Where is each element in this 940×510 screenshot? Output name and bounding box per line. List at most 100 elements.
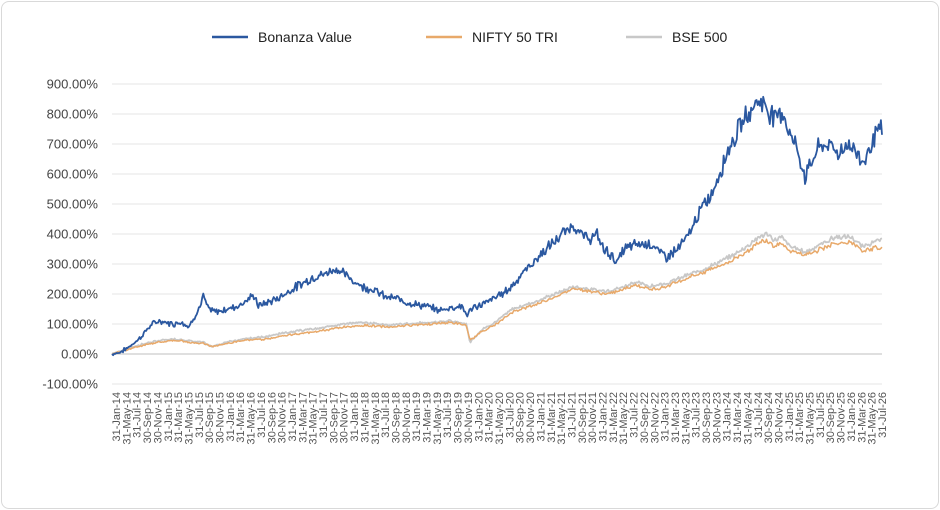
series-line-bonanza — [111, 95, 883, 357]
x-tick-label: 31-Jul-19 — [442, 392, 454, 438]
x-tick-label: 30-Nov-17 — [339, 392, 351, 443]
y-tick-label: 600.00% — [47, 167, 99, 182]
legend-item-nifty[interactable]: NIFTY 50 TRI — [426, 29, 558, 45]
x-tick-label: 31-May-20 — [494, 392, 506, 445]
x-tick-label: 31-May-21 — [556, 392, 568, 445]
x-tick-label: 31-Mar-20 — [484, 392, 496, 443]
x-tick-label: 31-May-24 — [742, 392, 754, 445]
x-tick-label: 31-May-25 — [805, 392, 817, 445]
x-tick-label: 31-Jul-15 — [194, 392, 206, 438]
x-tick-label: 31-May-15 — [183, 392, 195, 445]
x-tick-label: 30-Sep-16 — [266, 392, 278, 443]
x-tick-label: 31-Mar-22 — [608, 392, 620, 443]
x-tick-label: 31-May-18 — [370, 392, 382, 445]
x-tick-label: 31-Jan-21 — [535, 392, 547, 442]
x-tick-label: 31-Mar-24 — [732, 392, 744, 443]
legend-label-bonanza: Bonanza Value — [258, 29, 352, 45]
x-tick-label: 31-Jul-20 — [504, 392, 516, 438]
y-tick-label: 100.00% — [47, 317, 99, 332]
x-tick-label: 30-Sep-24 — [763, 392, 775, 443]
x-tick-label: 31-Jan-19 — [411, 392, 423, 442]
series-line-bse — [111, 231, 883, 355]
x-tick-label: 31-Mar-25 — [794, 392, 806, 443]
y-axis: 900.00% 800.00% 700.00% 600.00% 500.00% 400.0… — [42, 77, 98, 392]
x-tick-label: 31-Jan-20 — [473, 392, 485, 442]
x-tick-label: 30-Sep-19 — [453, 392, 465, 443]
y-tick-label: 300.00% — [47, 257, 99, 272]
x-tick-label: 31-May-22 — [618, 392, 630, 445]
x-tick-label: 31-Jul-26 — [877, 392, 889, 438]
y-tick-label: 200.00% — [47, 287, 99, 302]
x-tick-label: 30-Sep-18 — [390, 392, 402, 443]
plot-area — [111, 95, 883, 357]
x-tick-label: 31-Mar-26 — [856, 392, 868, 443]
x-tick-label: 31-Mar-19 — [422, 392, 434, 443]
x-tick-label: 31-Jan-16 — [225, 392, 237, 442]
x-tick-label: 31-Jul-25 — [815, 392, 827, 438]
legend-label-nifty: NIFTY 50 TRI — [472, 29, 558, 45]
x-tick-label: 30-Nov-25 — [836, 392, 848, 443]
x-tick-label: 30-Nov-14 — [152, 392, 164, 443]
y-tick-label: 900.00% — [47, 77, 99, 92]
x-tick-label: 31-Jul-16 — [256, 392, 268, 438]
x-tick-label: 30-Sep-15 — [204, 392, 216, 443]
x-tick-label: 30-Nov-20 — [525, 392, 537, 443]
x-tick-label: 31-Jul-14 — [132, 392, 144, 438]
x-tick-label: 30-Nov-15 — [215, 392, 227, 443]
x-tick-label: 31-Mar-15 — [173, 392, 185, 443]
x-tick-label: 30-Nov-23 — [711, 392, 723, 443]
y-tick-label: 500.00% — [47, 197, 99, 212]
x-tick-label: 31-Jul-18 — [380, 392, 392, 438]
x-tick-label: 30-Nov-24 — [773, 392, 785, 443]
x-tick-label: 30-Sep-21 — [577, 392, 589, 443]
x-tick-label: 31-May-14 — [121, 392, 133, 445]
x-tick-label: 30-Nov-18 — [401, 392, 413, 443]
legend-item-bse[interactable]: BSE 500 — [626, 29, 727, 45]
y-tick-label: 700.00% — [47, 137, 99, 152]
x-axis: 31-Jan-1431-May-1431-Jul-1430-Sep-1430-N… — [111, 392, 889, 445]
x-tick-label: 30-Sep-22 — [639, 392, 651, 443]
x-tick-label: 31-Mar-23 — [670, 392, 682, 443]
x-tick-label: 31-Mar-18 — [359, 392, 371, 443]
x-tick-label: 31-May-16 — [246, 392, 258, 445]
legend-item-bonanza[interactable]: Bonanza Value — [212, 29, 352, 45]
x-tick-label: 31-Jan-18 — [349, 392, 361, 442]
x-tick-label: 31-Jul-21 — [566, 392, 578, 438]
x-tick-label: 31-Jan-24 — [722, 392, 734, 442]
grid-lines — [112, 83, 882, 385]
x-tick-label: 31-Jan-23 — [660, 392, 672, 442]
x-tick-label: 31-Mar-17 — [297, 392, 309, 443]
x-tick-label: 30-Sep-23 — [701, 392, 713, 443]
x-tick-label: 31-Jan-14 — [111, 392, 123, 442]
x-tick-label: 31-Jan-26 — [846, 392, 858, 442]
y-tick-label: 0.00% — [61, 347, 98, 362]
x-tick-label: 31-Jul-22 — [629, 392, 641, 438]
x-tick-label: 31-May-19 — [432, 392, 444, 445]
x-tick-label: 30-Sep-14 — [142, 392, 154, 443]
x-tick-label: 30-Sep-20 — [515, 392, 527, 443]
y-tick-label: 800.00% — [47, 107, 99, 122]
x-tick-label: 30-Nov-19 — [463, 392, 475, 443]
x-tick-label: 31-Jul-23 — [691, 392, 703, 438]
x-tick-label: 30-Nov-22 — [649, 392, 661, 443]
x-tick-label: 31-May-17 — [308, 392, 320, 445]
x-tick-label: 30-Sep-25 — [825, 392, 837, 443]
y-tick-label: -100.00% — [42, 377, 98, 392]
x-tick-label: 31-Mar-21 — [546, 392, 558, 443]
x-tick-label: 31-Jan-17 — [287, 392, 299, 442]
x-tick-label: 31-Jul-17 — [318, 392, 330, 438]
x-tick-label: 31-Mar-16 — [235, 392, 247, 443]
legend-label-bse: BSE 500 — [672, 29, 727, 45]
legend: Bonanza Value NIFTY 50 TRI BSE 500 — [212, 29, 727, 45]
x-tick-label: 31-Jul-24 — [753, 392, 765, 438]
y-tick-label: 400.00% — [47, 227, 99, 242]
x-tick-label: 30-Sep-17 — [328, 392, 340, 443]
x-tick-label: 31-Jan-25 — [784, 392, 796, 442]
x-tick-label: 31-May-26 — [867, 392, 879, 445]
series-line-nifty — [112, 238, 883, 355]
x-tick-label: 31-Jan-15 — [163, 392, 175, 442]
x-tick-label: 30-Nov-16 — [277, 392, 289, 443]
x-tick-label: 30-Nov-21 — [587, 392, 599, 443]
